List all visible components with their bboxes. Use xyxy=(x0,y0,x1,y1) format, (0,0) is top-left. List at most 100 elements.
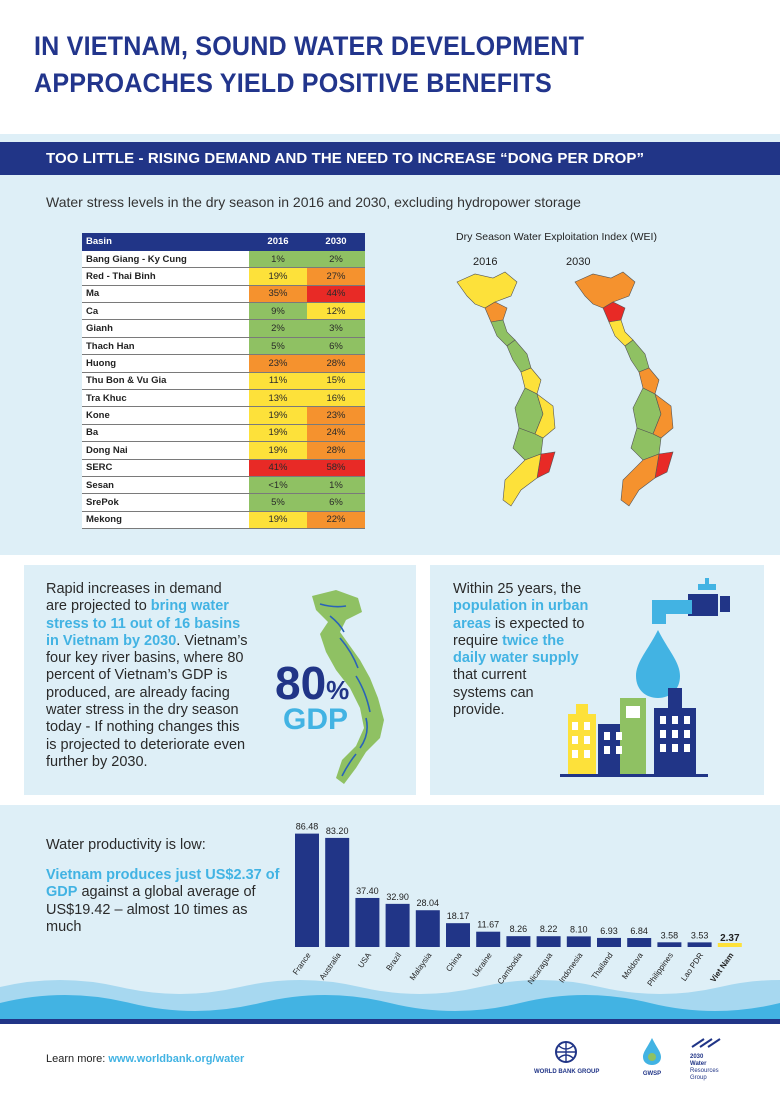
basin-row: Ca 9% 12% xyxy=(82,302,365,321)
basin-row: Dong Nai 19% 28% xyxy=(82,441,365,460)
map-2030 xyxy=(574,271,674,507)
category-label: Ukraine xyxy=(471,951,494,979)
basin-row: SrePok 5% 6% xyxy=(82,493,365,512)
globe-icon xyxy=(555,1041,577,1063)
basin-value-2016: 13% xyxy=(249,389,307,408)
category-label: Cambodia xyxy=(496,951,525,986)
basin-name: Ma xyxy=(82,285,249,304)
basin-row: Thach Han 5% 6% xyxy=(82,337,365,356)
basin-value-2016: 19% xyxy=(249,424,307,443)
basin-name: SERC xyxy=(82,459,249,477)
category-label: Nicaragua xyxy=(526,951,555,986)
bar-ukraine xyxy=(476,931,501,947)
bar-value-label: 8.10 xyxy=(570,924,588,934)
basin-value-2016: 11% xyxy=(249,372,307,391)
bar-value-label: 8.22 xyxy=(540,924,558,934)
basin-name: Red - Thai Binh xyxy=(82,267,249,286)
bar-moldova xyxy=(627,938,652,947)
world-bank-logo: WORLD BANK GROUP xyxy=(534,1040,599,1075)
bar-nicaragua xyxy=(536,936,561,947)
map-title: Dry Season Water Exploitation Index (WEI… xyxy=(456,231,657,243)
basin-name: Kone xyxy=(82,406,249,425)
bar-value-label: 6.93 xyxy=(600,926,618,936)
category-label: Moldova xyxy=(620,951,645,981)
basin-name: Mekong xyxy=(82,511,249,530)
footer-url-link[interactable]: www.worldbank.org/water xyxy=(108,1053,245,1065)
basin-value-2030: 2% xyxy=(307,250,365,269)
header-2016: 2016 xyxy=(249,233,307,251)
basin-row: Gianh 2% 3% xyxy=(82,319,365,338)
category-label: France xyxy=(291,951,313,977)
basin-value-2016: 2% xyxy=(249,319,307,338)
bar-value-label: 32.90 xyxy=(386,892,409,902)
urban-text: Within 25 years, the population in urban… xyxy=(453,581,589,719)
basin-name: SrePok xyxy=(82,493,249,512)
water-drop-icon xyxy=(636,630,680,698)
water-tap-icon xyxy=(652,578,730,624)
bar-value-label: 11.67 xyxy=(477,920,499,930)
bar-thailand xyxy=(597,937,621,947)
city-buildings-icon xyxy=(560,688,708,777)
footer-divider xyxy=(0,1019,780,1024)
basin-row: Tra Khuc 13% 16% xyxy=(82,389,365,408)
bar-value-label: 2.37 xyxy=(720,933,740,944)
category-label: Lao PDR xyxy=(679,951,705,983)
basin-value-2016: 19% xyxy=(249,406,307,425)
bar-usa xyxy=(355,897,380,947)
basin-name: Thach Han xyxy=(82,337,249,356)
basin-value-2016: 23% xyxy=(249,354,307,373)
map-2016 xyxy=(456,271,556,507)
basin-value-2016: 5% xyxy=(249,493,307,512)
basin-value-2030: 28% xyxy=(307,441,365,460)
basin-value-2030: 12% xyxy=(307,302,365,321)
bar-viet-nam xyxy=(717,943,742,947)
basin-value-2030: 3% xyxy=(307,319,365,338)
basin-name: Gianh xyxy=(82,319,249,338)
bar-value-label: 6.84 xyxy=(630,926,648,936)
basin-value-2016: 35% xyxy=(249,285,307,304)
bar-value-label: 28.04 xyxy=(417,898,440,908)
basin-value-2016: 41% xyxy=(249,459,307,477)
header-2030: 2030 xyxy=(307,233,365,251)
productivity-intro: Water productivity is low: xyxy=(46,837,206,853)
basin-value-2016: 19% xyxy=(249,511,307,530)
bar-brazil xyxy=(385,903,410,947)
title-line-1: IN VIETNAM, SOUND WATER DEVELOPMENT xyxy=(34,31,585,61)
category-label: Brazil xyxy=(384,951,403,973)
map-label-2016: 2016 xyxy=(473,256,498,268)
basin-row: Huong 23% 28% xyxy=(82,354,365,373)
basin-name: Bang Giang - Ky Cung xyxy=(82,250,249,269)
bar-malaysia xyxy=(415,910,440,947)
basin-value-2016: 1% xyxy=(249,250,307,269)
bar-value-label: 86.48 xyxy=(296,822,319,832)
bar-value-label: 83.20 xyxy=(326,826,349,836)
basin-name: Thu Bon & Vu Gia xyxy=(82,372,249,391)
water-drop-logo-icon xyxy=(643,1038,661,1065)
category-label: Australia xyxy=(318,951,344,982)
bar-value-label: 8.26 xyxy=(510,924,528,934)
basin-value-2030: 24% xyxy=(307,424,365,443)
page-title: IN VIETNAM, SOUND WATER DEVELOPMENT APPR… xyxy=(34,28,704,102)
bar-value-label: 37.40 xyxy=(356,886,379,896)
basin-row: Ma 35% 44% xyxy=(82,285,365,304)
basin-row: SERC 41% 58% xyxy=(82,459,365,477)
basin-value-2030: 16% xyxy=(307,389,365,408)
basin-name: Ca xyxy=(82,302,249,321)
wrg-stripes-icon xyxy=(691,1038,721,1048)
tap-and-city-icon xyxy=(560,578,730,777)
wave-decoration xyxy=(0,980,780,1021)
water-stress-subtitle: Water stress levels in the dry season in… xyxy=(46,194,581,210)
basin-name: Dong Nai xyxy=(82,441,249,460)
basin-row: Red - Thai Binh 19% 27% xyxy=(82,267,365,286)
category-label: Thailand xyxy=(590,951,615,981)
bar-indonesia xyxy=(566,936,591,947)
basin-value-2016: 9% xyxy=(249,302,307,321)
demand-text: Rapid increases in demand are projected … xyxy=(46,581,248,770)
section-band: TOO LITTLE - RISING DEMAND AND THE NEED … xyxy=(0,142,780,175)
basin-value-2030: 27% xyxy=(307,267,365,286)
basin-value-2030: 44% xyxy=(307,285,365,304)
basin-name: Ba xyxy=(82,424,249,443)
gdp-percent: 80% xyxy=(275,657,350,709)
basin-value-2030: 58% xyxy=(307,459,365,477)
bar-philippines xyxy=(657,942,682,947)
